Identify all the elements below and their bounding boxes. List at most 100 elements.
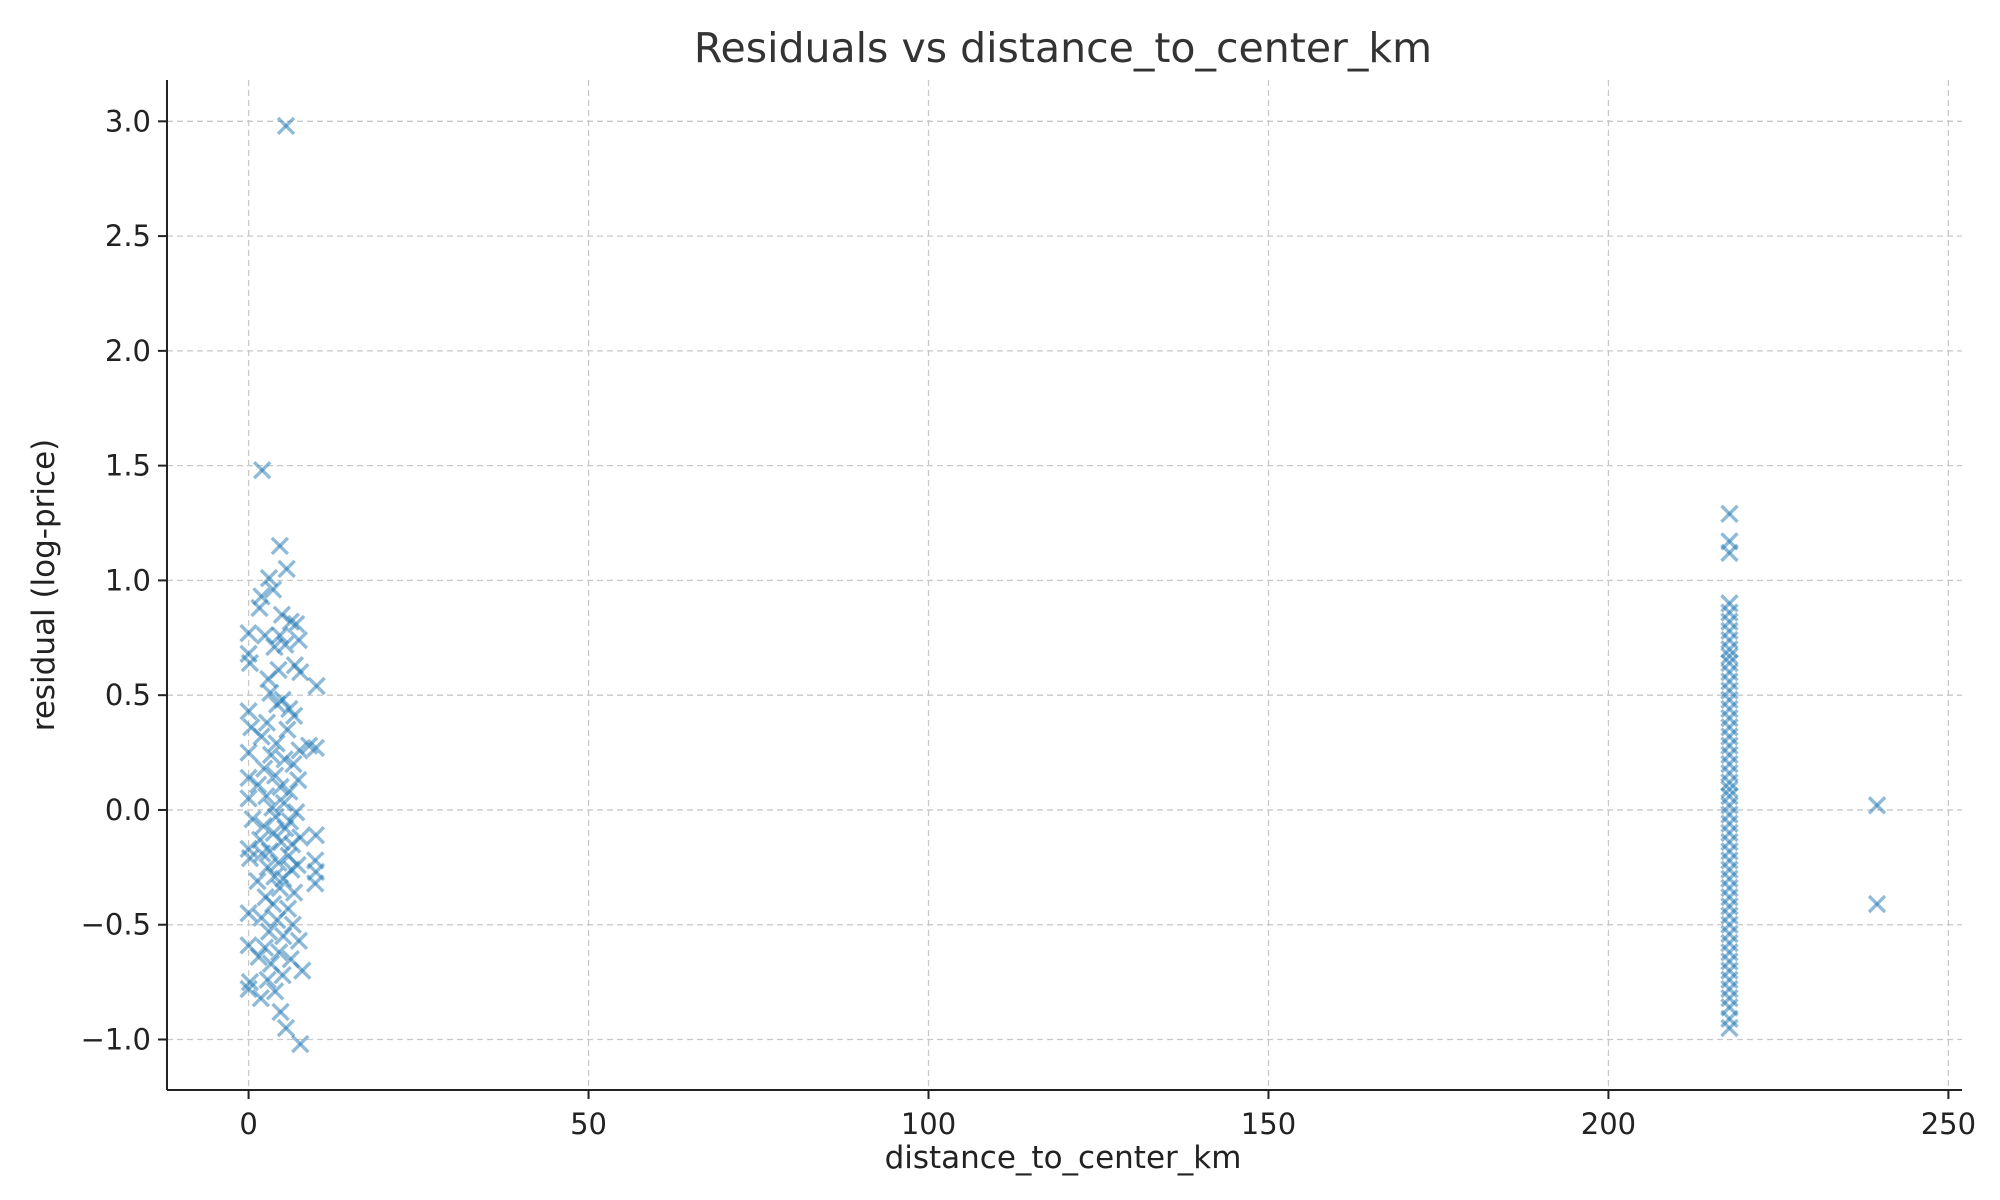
data-point xyxy=(1720,773,1739,792)
data-point xyxy=(257,713,277,732)
data-point xyxy=(263,580,283,599)
data-point xyxy=(267,695,287,714)
data-point xyxy=(291,1034,310,1054)
data-point xyxy=(269,943,289,962)
data-point xyxy=(270,878,290,898)
axis-ticks: 0 50 100 150 200 250 −1.0 −0.5 0.0 0.5 1.0 1.5 2.0 2.… xyxy=(81,104,1977,1141)
data-point xyxy=(306,874,325,893)
data-point xyxy=(239,768,258,788)
data-point xyxy=(267,734,286,753)
y-tick-label: −0.5 xyxy=(81,908,151,942)
data-point xyxy=(306,738,326,758)
data-point xyxy=(1720,1018,1739,1038)
data-point xyxy=(1867,894,1887,914)
data-point xyxy=(252,461,272,480)
data-point xyxy=(250,598,269,618)
data-point xyxy=(284,754,303,774)
data-point xyxy=(276,116,296,136)
data-point xyxy=(248,775,268,794)
data-point xyxy=(252,727,271,746)
data-point xyxy=(284,883,304,902)
data-point xyxy=(286,803,306,822)
data-point xyxy=(259,922,279,941)
data-point xyxy=(276,1018,296,1038)
data-point xyxy=(261,683,280,703)
x-tick-label: 100 xyxy=(901,1107,956,1141)
x-tick-label: 250 xyxy=(1921,1107,1976,1141)
x-tick-label: 50 xyxy=(570,1107,607,1141)
data-point xyxy=(271,1002,290,1022)
data-point xyxy=(249,947,268,967)
y-tick-label: 1.0 xyxy=(105,563,151,597)
data-point xyxy=(284,706,304,726)
y-axis-label: residual (log-price) xyxy=(26,439,62,731)
y-tick-label: 2.5 xyxy=(105,219,151,253)
data-point xyxy=(276,819,295,838)
data-point xyxy=(252,908,271,928)
chart-title: Residuals vs distance_to_center_km xyxy=(694,24,1432,72)
data-point xyxy=(306,826,326,845)
data-point xyxy=(239,702,258,721)
data-point xyxy=(290,741,309,760)
y-tick-label: 0.5 xyxy=(105,678,151,712)
y-tick-label: 2.0 xyxy=(105,334,151,368)
data-point xyxy=(281,612,300,631)
data-point xyxy=(240,972,260,992)
data-point xyxy=(271,777,290,797)
data-point xyxy=(254,816,273,836)
data-point xyxy=(1720,543,1739,563)
y-tick-label: 0.0 xyxy=(105,793,151,827)
y-tick-label: 1.5 xyxy=(105,449,151,483)
data-point xyxy=(239,789,258,808)
x-axis-label: distance_to_center_km xyxy=(885,1140,1242,1176)
data-point xyxy=(276,635,295,654)
data-point xyxy=(257,786,276,806)
data-point xyxy=(265,982,285,1001)
grid xyxy=(167,80,1962,1090)
data-point xyxy=(1867,796,1887,815)
data-point xyxy=(1720,504,1739,524)
data-point xyxy=(240,653,260,673)
data-point xyxy=(255,938,275,957)
data-point xyxy=(307,676,326,696)
data-point xyxy=(275,750,294,769)
y-tick-label: −1.0 xyxy=(81,1023,151,1057)
data-point xyxy=(277,559,296,579)
data-point xyxy=(1720,780,1739,799)
data-points xyxy=(239,116,1887,1054)
data-point xyxy=(273,966,292,985)
data-point xyxy=(293,961,312,980)
data-point xyxy=(239,904,258,923)
data-point xyxy=(267,910,287,930)
data-point xyxy=(258,970,277,990)
data-point xyxy=(289,630,309,650)
data-point xyxy=(248,871,267,891)
data-point xyxy=(252,844,272,863)
data-point xyxy=(240,848,260,868)
data-point xyxy=(239,743,258,762)
data-point xyxy=(265,766,285,785)
data-point xyxy=(280,782,299,801)
data-point xyxy=(255,759,274,778)
data-point xyxy=(270,626,290,645)
data-point xyxy=(239,979,258,999)
y-tick-label: 3.0 xyxy=(105,104,151,138)
data-point xyxy=(289,931,309,950)
data-point xyxy=(278,720,297,739)
data-point xyxy=(282,835,302,854)
data-point xyxy=(1720,640,1739,659)
data-point xyxy=(270,536,290,556)
x-tick-label: 150 xyxy=(1241,1107,1296,1141)
data-point xyxy=(286,614,306,634)
data-point xyxy=(259,568,279,588)
data-point xyxy=(274,927,293,946)
data-point xyxy=(239,624,258,643)
data-point xyxy=(251,988,271,1008)
data-point xyxy=(1720,646,1739,666)
x-tick-label: 0 xyxy=(239,1107,257,1141)
data-point xyxy=(243,809,262,829)
data-point xyxy=(261,745,281,765)
data-point xyxy=(274,793,294,813)
x-tick-label: 200 xyxy=(1581,1107,1636,1141)
